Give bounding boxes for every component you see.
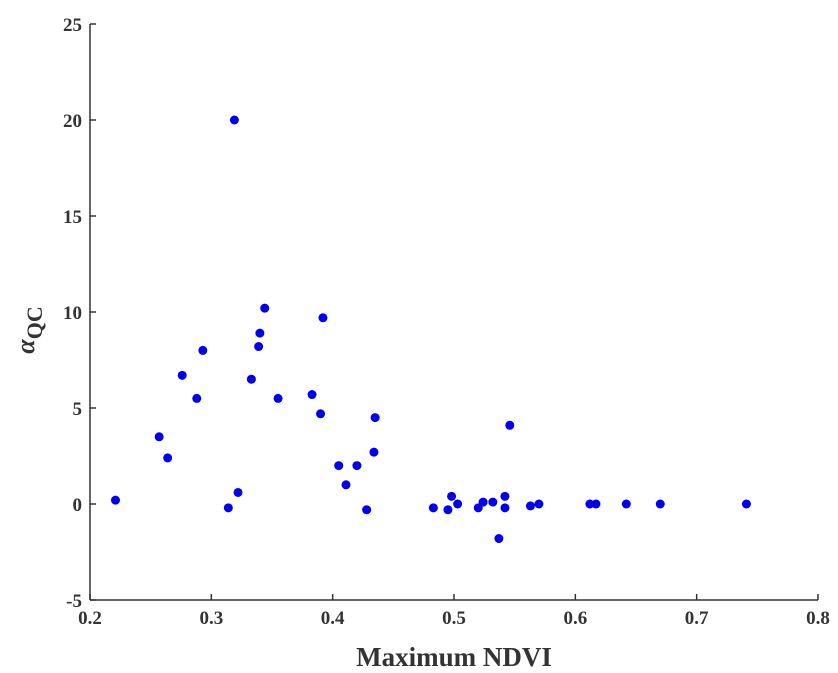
- x-tick-label: 0.3: [199, 608, 223, 629]
- y-tick-label: 15: [63, 207, 82, 228]
- point: [233, 487, 243, 497]
- point: [488, 497, 498, 507]
- point: [273, 393, 283, 403]
- point: [255, 328, 265, 338]
- point: [655, 499, 665, 509]
- y-axis-label-symbol: αQC: [11, 306, 47, 353]
- point: [741, 499, 751, 509]
- x-tick-label: 0.7: [685, 608, 709, 629]
- point: [198, 345, 208, 355]
- point: [505, 420, 515, 430]
- point: [621, 499, 631, 509]
- y-tick-label: 25: [63, 15, 82, 36]
- x-tick-label: 0.8: [806, 608, 830, 629]
- point: [154, 432, 164, 442]
- point: [591, 499, 601, 509]
- y-label-subscript: QC: [22, 306, 47, 339]
- x-tick-label: 0.4: [321, 608, 345, 629]
- x-tick-label: 0.2: [78, 608, 102, 629]
- point: [307, 390, 317, 400]
- point: [341, 480, 351, 490]
- point: [534, 499, 544, 509]
- point: [110, 495, 120, 505]
- point: [352, 461, 362, 471]
- point: [334, 461, 344, 471]
- point: [500, 491, 510, 501]
- point: [254, 342, 264, 352]
- point: [443, 505, 453, 515]
- y-label-symbol: α: [11, 339, 40, 354]
- y-tick-label: 0: [73, 495, 83, 516]
- point: [260, 303, 270, 313]
- x-axis-label: Maximum NDVI: [356, 642, 552, 672]
- y-tick-label: 20: [63, 111, 82, 132]
- x-tick-label: 0.5: [442, 608, 466, 629]
- point: [525, 501, 535, 511]
- point: [500, 503, 510, 513]
- point: [478, 497, 488, 507]
- point: [192, 393, 202, 403]
- point: [318, 313, 328, 323]
- x-tick-label: 0.6: [563, 608, 587, 629]
- y-axis-label: αQC: [11, 306, 47, 353]
- point: [316, 409, 326, 419]
- y-tick-label: 5: [73, 399, 83, 420]
- point: [447, 491, 457, 501]
- y-tick-label: 10: [63, 303, 82, 324]
- point: [177, 370, 187, 380]
- point: [453, 499, 463, 509]
- point: [163, 453, 173, 463]
- point: [428, 503, 438, 513]
- point: [370, 413, 380, 423]
- point: [494, 534, 504, 544]
- point: [223, 503, 233, 513]
- y-tick-label: -5: [66, 591, 82, 612]
- point: [369, 447, 379, 457]
- point: [362, 505, 372, 515]
- point: [246, 374, 256, 384]
- point: [229, 115, 239, 125]
